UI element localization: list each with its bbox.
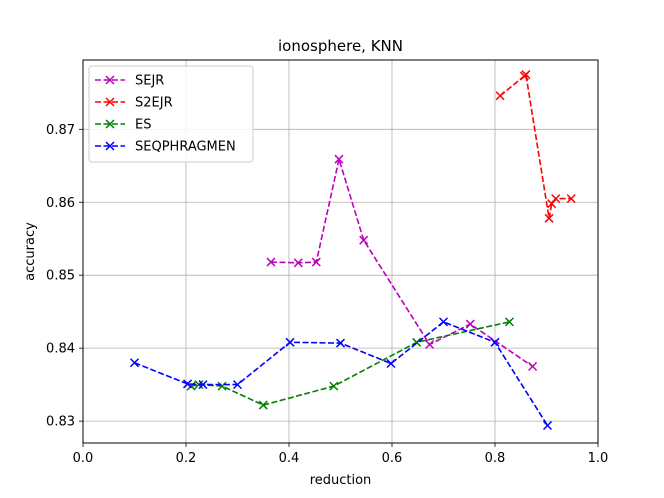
legend-marker: [105, 97, 115, 107]
data-point-es: [504, 317, 514, 327]
data-point-seqphragmen: [490, 337, 500, 347]
x-tick-label: 0.4: [279, 451, 300, 466]
data-point-sejr: [359, 235, 369, 245]
series-s2ejr: [495, 70, 576, 223]
legend-item-s2ejr: S2EJR: [95, 96, 173, 111]
series-es: [186, 317, 514, 410]
y-tick-label: 0.83: [46, 415, 75, 430]
data-point-seqphragmen: [198, 380, 208, 390]
data-point-sejr: [465, 319, 475, 329]
x-tick-label: 1.0: [588, 451, 609, 466]
data-point-seqphragmen: [438, 317, 449, 327]
data-point-seqphragmen: [335, 338, 346, 348]
y-tick-label: 0.84: [46, 342, 75, 357]
data-point-es: [258, 400, 268, 410]
y-tick-label: 0.87: [46, 123, 75, 138]
series-line-sejr: [270, 156, 534, 368]
series-line-es: [190, 321, 510, 406]
data-point-seqphragmen: [183, 379, 193, 389]
data-point-sejr: [425, 339, 435, 350]
x-tick-label: 0.6: [382, 451, 403, 466]
data-point-seqphragmen: [386, 358, 396, 369]
data-point-sejr: [266, 257, 276, 267]
plot-frame: [82, 59, 599, 444]
legend: SEJR S2EJR ES SEQPHRAGMEN: [88, 65, 254, 163]
x-tick-label: 0.8: [485, 451, 506, 466]
series-seqphragmen: [129, 317, 553, 431]
x-axis-label: reduction: [310, 473, 372, 488]
data-point-s2ejr: [521, 70, 531, 80]
x-axis-ticks: 0.0 0.2 0.4 0.6 0.8 1.0: [73, 443, 609, 466]
data-point-s2ejr: [495, 91, 505, 101]
chart-title: ionosphere, KNN: [278, 37, 403, 55]
data-point-es: [217, 381, 227, 391]
plot-series: [129, 70, 576, 431]
legend-marker: [105, 141, 115, 151]
y-axis-label: accuracy: [23, 222, 38, 281]
legend-marker: [105, 119, 115, 129]
data-point-s2ejr: [566, 194, 576, 204]
y-axis-ticks: 0.83 0.84 0.85 0.86 0.87: [46, 123, 83, 430]
data-point-seqphragmen: [285, 337, 295, 347]
y-tick-label: 0.86: [46, 196, 75, 211]
data-point-seqphragmen: [232, 380, 243, 390]
data-point-sejr: [293, 258, 303, 268]
series-sejr: [266, 154, 538, 371]
series-line-seqphragmen: [134, 320, 549, 426]
legend-item-seqphragmen: SEQPHRAGMEN: [95, 140, 236, 155]
series-line-s2ejr: [499, 72, 572, 219]
x-tick-label: 0.0: [73, 451, 94, 466]
data-point-s2ejr: [544, 213, 554, 223]
legend-item-sejr: SEJR: [95, 74, 164, 89]
x-tick-label: 0.2: [176, 451, 197, 466]
data-point-s2ejr: [551, 194, 561, 204]
legend-label: SEJR: [135, 74, 164, 89]
data-point-seqphragmen: [129, 358, 140, 368]
legend-marker: [105, 75, 115, 85]
legend-label: S2EJR: [135, 96, 173, 111]
data-point-es: [329, 381, 339, 391]
legend-box: [88, 65, 254, 163]
data-point-sejr: [334, 154, 344, 164]
y-tick-label: 0.85: [46, 269, 75, 284]
legend-label: ES: [135, 118, 151, 133]
data-point-seqphragmen: [542, 420, 553, 431]
data-point-sejr: [311, 257, 321, 267]
data-point-sejr: [528, 361, 538, 371]
legend-item-es: ES: [95, 118, 151, 133]
legend-label: SEQPHRAGMEN: [135, 140, 236, 155]
